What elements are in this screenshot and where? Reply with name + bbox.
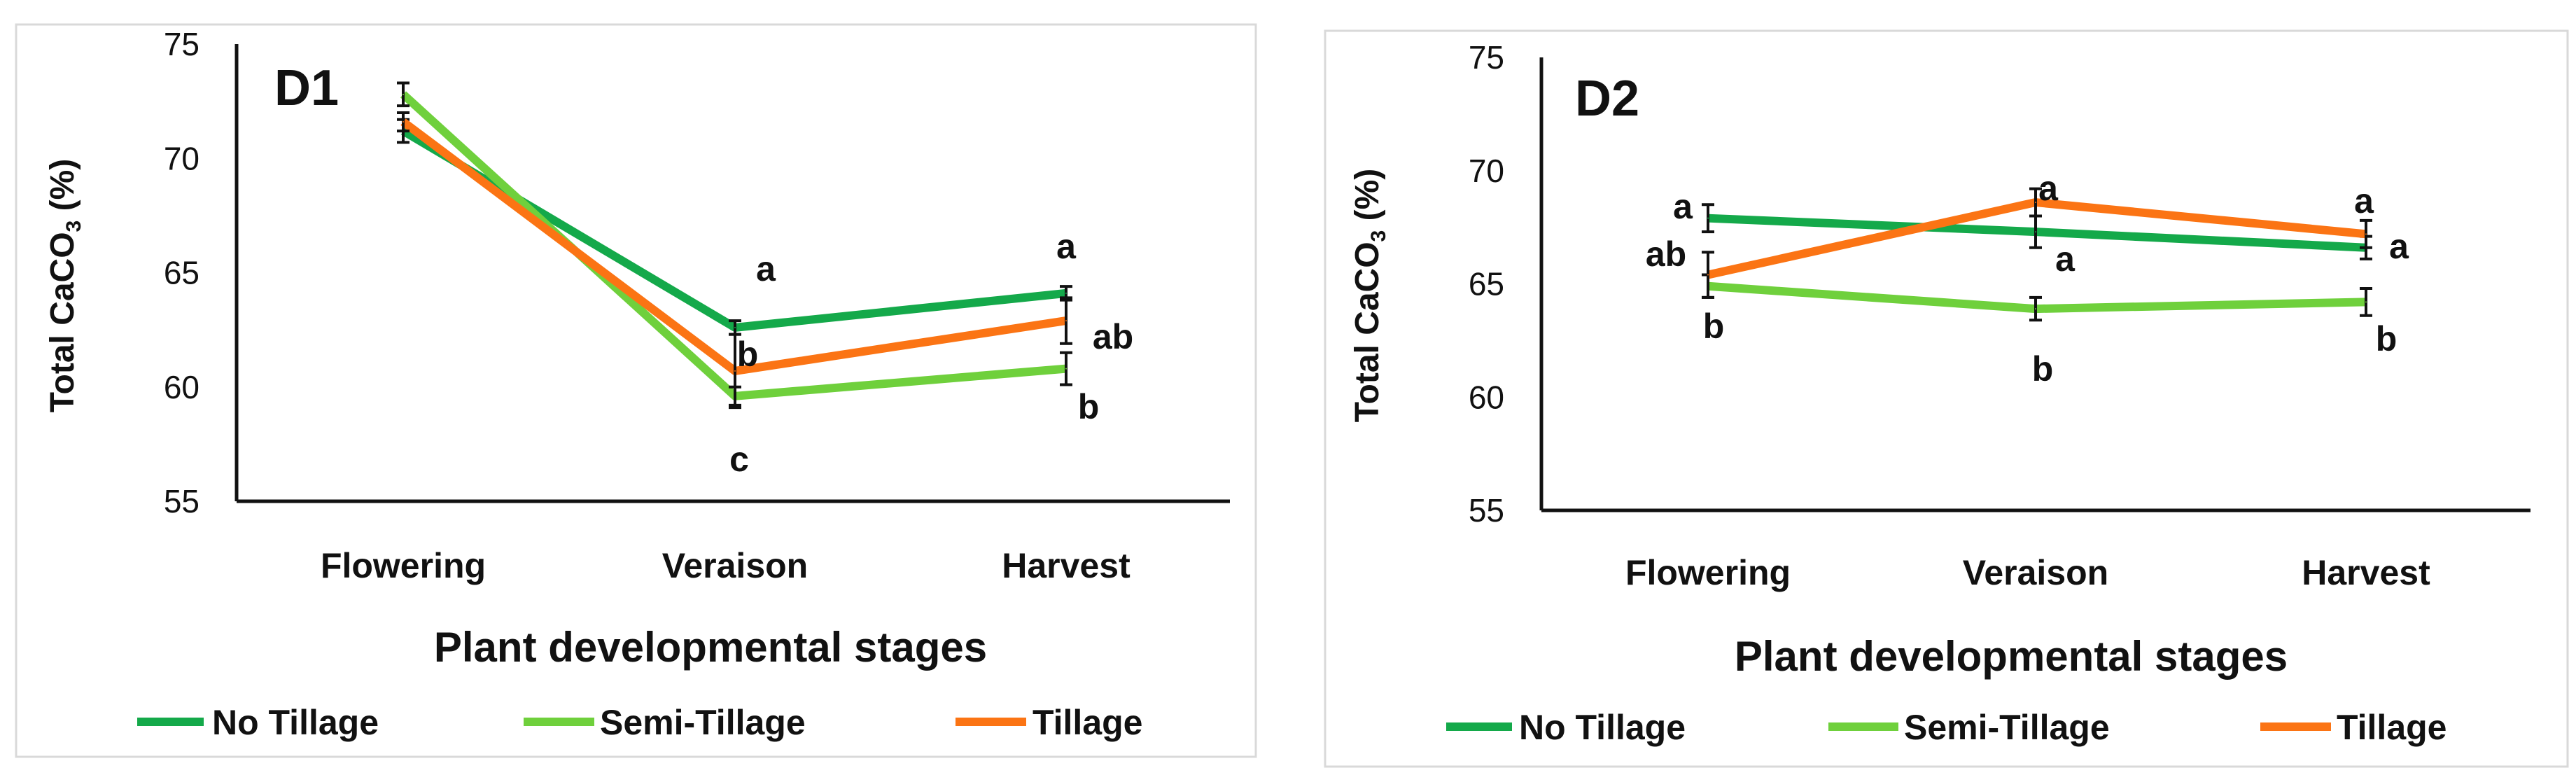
panel-border <box>1324 29 2569 768</box>
x-axis-title: Plant developmental stages <box>434 624 987 671</box>
y-tick-label: 60 <box>164 369 200 405</box>
significance-letter: b <box>1703 307 1725 346</box>
data-point <box>2035 202 2036 204</box>
significance-letter: a <box>1056 227 1077 266</box>
data-point <box>402 121 404 123</box>
y-axis-title-sub: 3 <box>62 221 85 232</box>
significance-letter: c <box>729 440 749 479</box>
y-axis-title-suffix: (%) <box>44 159 81 221</box>
significance-letter: a <box>2389 227 2409 266</box>
legend-label: Semi-Tillage <box>1904 708 2110 747</box>
x-tick-label: Flowering <box>1625 553 1791 592</box>
significance-letter: b <box>737 335 759 374</box>
significance-letter: a <box>2038 169 2059 208</box>
data-point <box>402 93 404 95</box>
panel-label: D2 <box>1575 71 1639 127</box>
x-tick-label: Veraison <box>1963 553 2108 592</box>
legend-item: Tillage <box>955 703 1142 742</box>
data-point <box>1707 217 1709 219</box>
y-tick-label: 65 <box>1469 266 1504 302</box>
significance-letter: a <box>2055 239 2076 279</box>
y-tick-label: 60 <box>1469 379 1504 415</box>
y-tick-label: 55 <box>164 483 200 519</box>
data-point <box>2035 308 2036 310</box>
legend-label: No Tillage <box>212 703 379 742</box>
y-tick-label: 70 <box>1469 153 1504 189</box>
significance-letter: b <box>2376 319 2398 358</box>
data-point <box>2035 231 2036 233</box>
significance-letter: ab <box>1646 235 1686 274</box>
y-tick-label: 55 <box>1469 492 1504 529</box>
legend-label: Tillage <box>2337 708 2446 747</box>
x-axis-title: Plant developmental stages <box>1735 633 2288 680</box>
significance-letter: b <box>1078 387 1100 426</box>
y-tick-label: 70 <box>164 140 200 176</box>
y-axis-title: Total CaCO3 (%) <box>1349 169 1390 422</box>
significance-letter: b <box>2032 349 2054 389</box>
data-point <box>1065 368 1067 370</box>
legend: No Tillage Semi-Tillage Tillage <box>137 703 1142 742</box>
y-axis-title-main: Total CaCO <box>44 232 81 412</box>
data-point <box>2365 301 2367 303</box>
series-tillage <box>1702 187 2372 299</box>
data-point <box>1707 274 1709 276</box>
data-point <box>1065 292 1067 294</box>
chart-panel-d2: 55 60 65 70 75 Flowering Veraison Harvest D2 Plan… <box>1324 29 2569 768</box>
legend-item: Semi-Tillage <box>524 703 806 742</box>
chart-panel-d1: 55 60 65 70 75 Flowering Veraison Harvest D1 Plan… <box>15 23 1257 758</box>
panel-label: D1 <box>274 60 339 116</box>
legend-label: Semi-Tillage <box>600 703 806 742</box>
y-tick-label: 75 <box>1469 39 1504 76</box>
series-tillage <box>397 111 1072 410</box>
legend-item: Tillage <box>2260 708 2446 747</box>
data-point <box>2365 233 2367 235</box>
legend-label: No Tillage <box>1519 708 1686 747</box>
x-tick-label: Flowering <box>321 546 486 585</box>
legend: No Tillage Semi-Tillage Tillage <box>1446 708 2446 747</box>
legend-item: No Tillage <box>1446 708 1686 747</box>
significance-letter: a <box>1673 187 1693 226</box>
data-point <box>1065 320 1067 322</box>
y-axis-title: Total CaCO3 (%) <box>44 159 85 412</box>
panel-border <box>15 23 1257 758</box>
y-axis-title-suffix: (%) <box>1349 169 1386 230</box>
x-tick-label: Veraison <box>662 546 808 585</box>
significance-letter: a <box>2354 181 2374 221</box>
data-point <box>734 370 736 372</box>
significance-letter: a <box>756 249 776 288</box>
y-tick-label: 75 <box>164 26 200 62</box>
x-tick-label: Harvest <box>2302 553 2430 592</box>
x-tick-label: Harvest <box>1002 546 1130 585</box>
data-point <box>734 326 736 328</box>
significance-letter: ab <box>1093 317 1133 356</box>
y-tick-label: 65 <box>164 255 200 291</box>
legend-label: Tillage <box>1032 703 1142 742</box>
legend-item: Semi-Tillage <box>1828 708 2110 747</box>
y-axis-title-main: Total CaCO <box>1349 242 1386 422</box>
y-axis-title-sub: 3 <box>1367 230 1390 242</box>
legend-item: No Tillage <box>137 703 379 742</box>
